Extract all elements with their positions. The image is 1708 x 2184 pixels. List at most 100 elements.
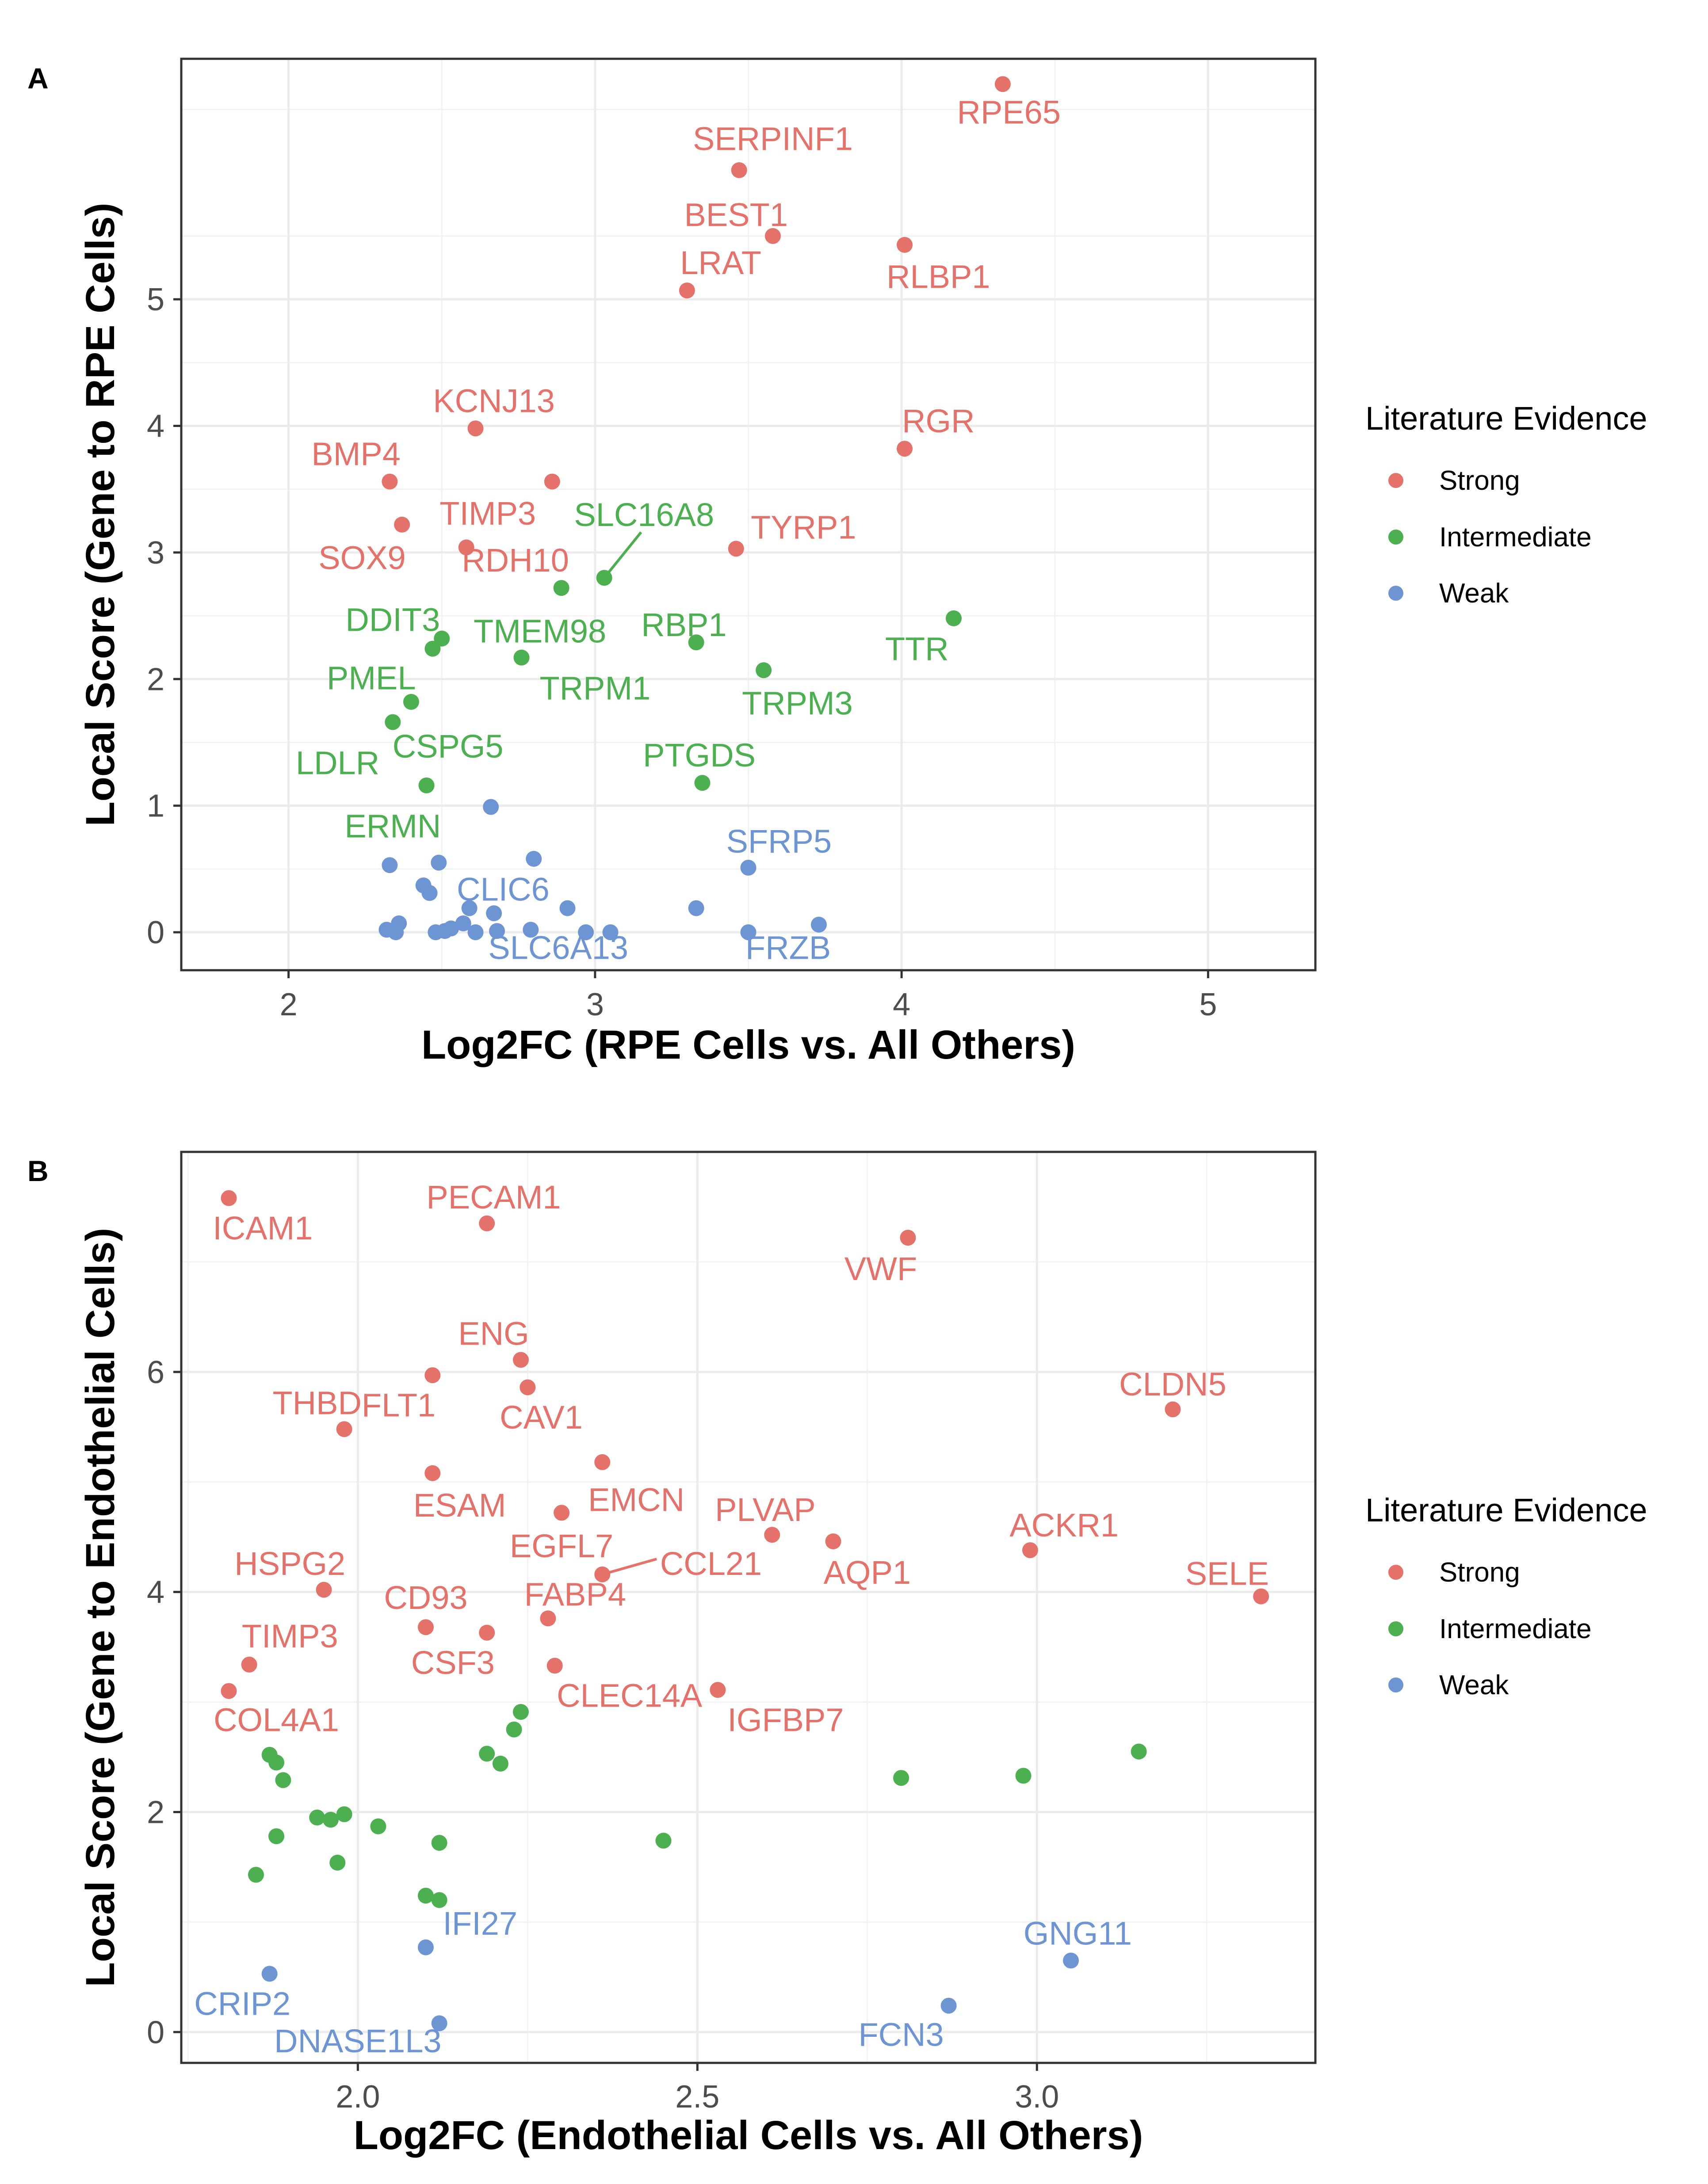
a-point-slc16a8 (596, 570, 612, 586)
b-point-vwf (900, 1230, 916, 1246)
b-point-timp3 (241, 1656, 257, 1673)
a-label-kcnj13: KCNJ13 (433, 382, 555, 419)
a-point-tyrp1 (728, 541, 744, 557)
b-point-intermediate-30 (492, 1755, 508, 1772)
b-label-gng11: GNG11 (1024, 1915, 1132, 1951)
b-point-intermediate-40 (655, 1833, 672, 1849)
a-point-weak-45 (523, 922, 539, 938)
b-point-icam1 (221, 1190, 237, 1206)
b-point-intermediate-31 (275, 1772, 291, 1788)
a-point-ddit3 (434, 630, 450, 647)
a-point-weak-24 (483, 799, 499, 815)
a-point-bmp4 (382, 473, 398, 490)
b-point-plvap (764, 1527, 780, 1543)
b-label-vwf: VWF (844, 1250, 917, 1287)
b-point-intermediate-34 (336, 1806, 352, 1822)
a-label-ermn: ERMN (344, 808, 441, 845)
b-point-fabp4 (540, 1610, 556, 1627)
a-label-frzb: FRZB (745, 929, 831, 966)
b-label-ifi27: IFI27 (443, 1905, 517, 1942)
b-point-crip2 (261, 1966, 278, 1982)
b-point-csf3 (479, 1624, 495, 1641)
b-x-tick-label-2-5: 2.5 (675, 2079, 719, 2115)
b-label-dnase1l3: DNASE1L3 (274, 2023, 441, 2059)
a-point-serpinf1 (731, 162, 747, 179)
b-point-cd93 (417, 1619, 434, 1635)
b-y-axis-title: Local Score (Gene to Endothelial Cells) (78, 1228, 123, 1987)
b-point-intermediate-41 (329, 1854, 346, 1871)
a-label-ttr: TTR (885, 631, 949, 667)
b-point-intermediate-43 (417, 1887, 434, 1904)
b-point-intermediate-24 (512, 1704, 529, 1720)
a-label-ptgds: PTGDS (643, 737, 756, 774)
b-label-pecam1: PECAM1 (426, 1179, 561, 1216)
b-x-tick-label-3-0: 3.0 (1015, 2079, 1059, 2115)
a-point-weak-39 (388, 924, 404, 941)
a-point-weak-25 (526, 850, 542, 867)
a-point-sox9 (394, 516, 410, 533)
b-point-intermediate-33 (1015, 1768, 1032, 1784)
b-x-tick-label-2-0: 2.0 (336, 2079, 380, 2115)
a-point-weak-30 (421, 885, 438, 901)
a-label-clic6: CLIC6 (457, 871, 550, 908)
b-point-intermediate-37 (370, 1818, 386, 1834)
b-point-egfl7 (554, 1505, 570, 1521)
a-point-trpm1 (513, 649, 530, 666)
b-point-sele (1253, 1588, 1269, 1605)
a-point-rdh10 (458, 539, 474, 556)
a-point-cspg5 (385, 714, 401, 730)
legend-b-label-intermediate: Intermediate (1439, 1614, 1592, 1644)
a-y-tick-label-0: 0 (147, 915, 164, 950)
a-point-weak-42 (443, 920, 459, 937)
a-point-weak-36 (455, 915, 471, 932)
b-label-cav1: CAV1 (500, 1399, 583, 1436)
legend-a-swatch-weak (1388, 586, 1403, 601)
legend-b-swatch-weak (1388, 1677, 1403, 1692)
b-x-axis-title: Log2FC (Endothelial Cells vs. All Others… (354, 2113, 1143, 2158)
b-point-intermediate-32 (893, 1770, 909, 1786)
a-point-trpm3 (756, 662, 772, 678)
a-point-ptgds (694, 775, 711, 791)
panel-a-tag: A (27, 62, 49, 95)
a-point-weak-34 (688, 900, 704, 916)
b-label-ccl21: CCL21 (660, 1545, 762, 1582)
legend-a-label-intermediate: Intermediate (1439, 522, 1592, 553)
a-point-weak-43 (467, 924, 484, 941)
a-x-axis-title: Log2FC (RPE Cells vs. All Others) (421, 1022, 1075, 1067)
b-label-csf3: CSF3 (411, 1644, 495, 1681)
b-label-esam: ESAM (413, 1487, 506, 1524)
a-point-tmem98 (553, 580, 569, 596)
a-y-axis-title: Local Score (Gene to RPE Cells) (78, 202, 123, 826)
a-label-trpm1: TRPM1 (539, 670, 650, 706)
a-label-lrat: LRAT (680, 244, 761, 281)
a-label-tyrp1: TYRP1 (751, 509, 856, 546)
legend-b-swatch-intermediate (1388, 1621, 1403, 1636)
b-point-esam (424, 1465, 441, 1481)
b-label-ackr1: ACKR1 (1009, 1507, 1119, 1544)
b-point-intermediate-44 (431, 1892, 447, 1908)
a-label-trpm3: TRPM3 (742, 685, 853, 722)
a-label-ldlr: LDLR (296, 744, 379, 781)
b-point-aqp1 (825, 1533, 841, 1550)
a-x-tick-label-2: 2 (280, 987, 298, 1022)
b-label-col4a1: COL4A1 (214, 1701, 339, 1738)
a-point-timp3 (544, 473, 560, 490)
b-plot-frame (180, 1151, 1317, 2064)
a-label-rgr: RGR (902, 403, 974, 439)
a-label-ddit3: DDIT3 (345, 602, 440, 638)
b-label-sele: SELE (1185, 1555, 1269, 1592)
a-label-pmel: PMEL (327, 659, 416, 696)
a-point-weak-33 (559, 900, 576, 916)
a-label-rpe65: RPE65 (957, 94, 1061, 130)
b-label-cldn5: CLDN5 (1119, 1366, 1227, 1403)
a-point-best1 (764, 228, 781, 244)
b-y-tick-label-6: 6 (147, 1355, 164, 1390)
b-label-egfl7: EGFL7 (510, 1528, 613, 1564)
b-point-ackr1 (1022, 1542, 1038, 1559)
b-point-intermediate-29 (268, 1754, 285, 1771)
b-label-cd93: CD93 (384, 1579, 467, 1616)
a-point-pmel (403, 694, 419, 710)
legend-a-swatch-strong (1388, 473, 1403, 488)
a-label-rlbp1: RLBP1 (886, 259, 990, 295)
